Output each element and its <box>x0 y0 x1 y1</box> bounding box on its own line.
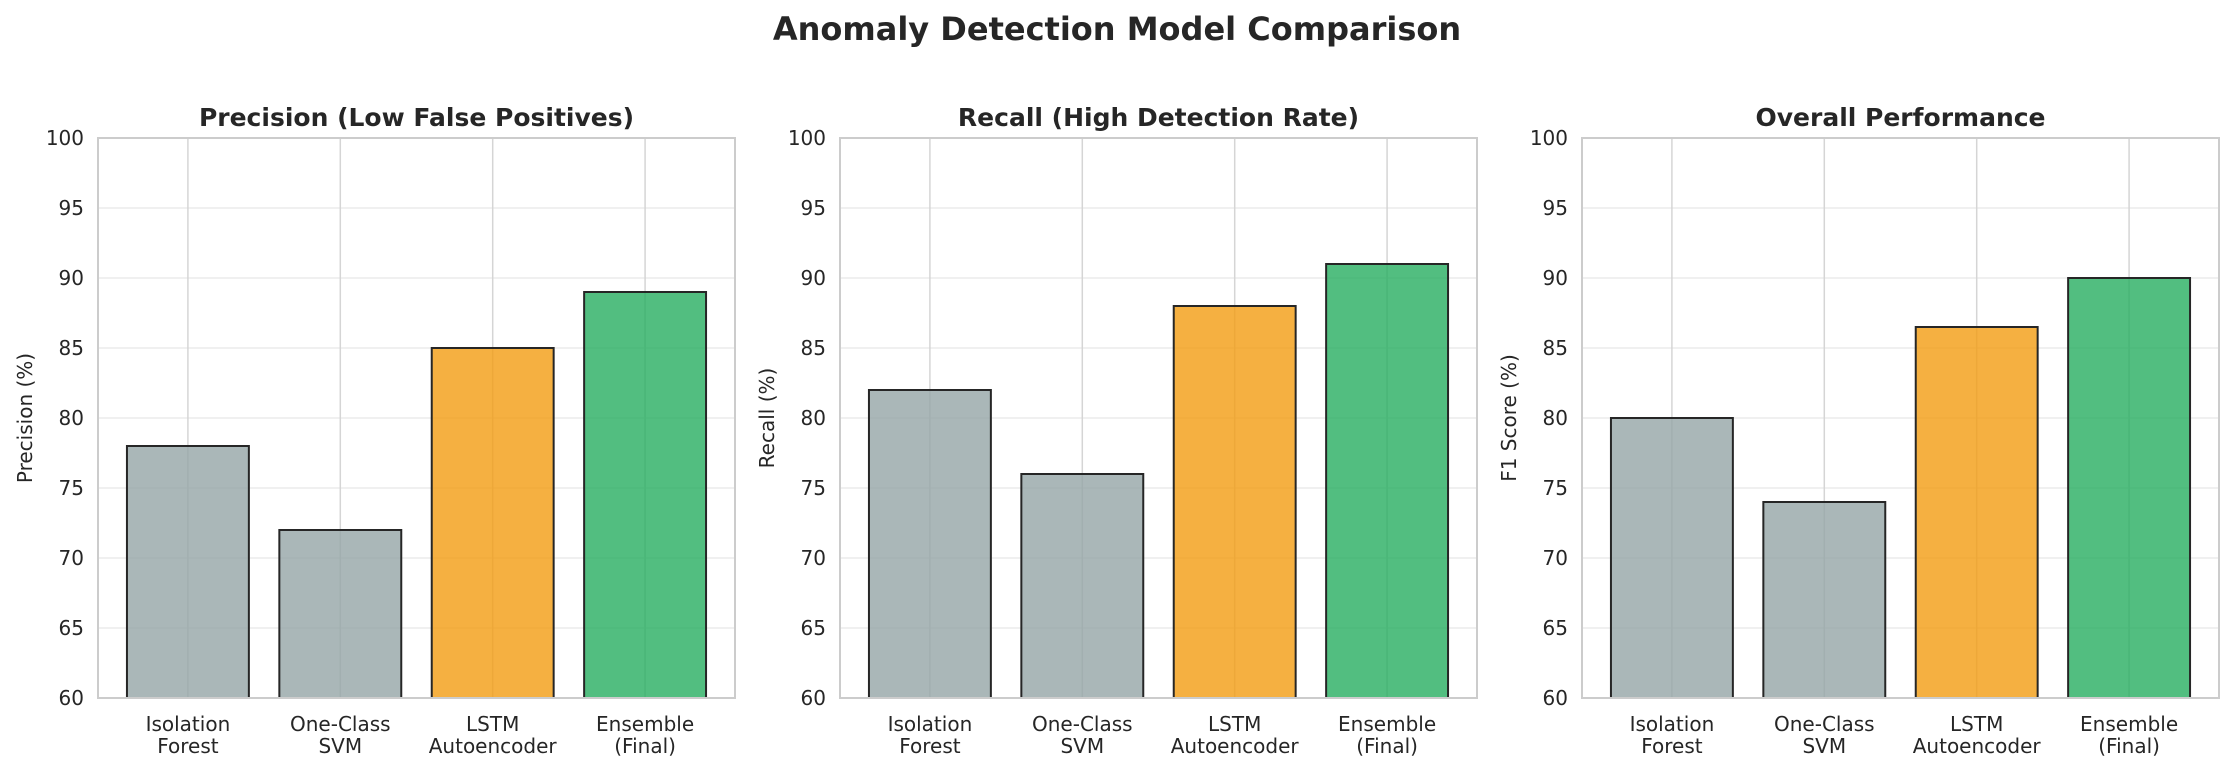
y-axis-label: Recall (%) <box>755 368 779 469</box>
subplot-title: Recall (High Detection Rate) <box>958 103 1359 132</box>
figure-title: Anomaly Detection Model Comparison <box>773 10 1461 48</box>
x-tick-label: Isolation Forest <box>146 712 231 758</box>
bar <box>1914 326 2039 699</box>
subplot-1: 60 65 70 75 80 85 90 95 100 Isolation Forest One-Cl… <box>13 103 736 758</box>
bar <box>1020 473 1145 699</box>
bar <box>278 529 403 699</box>
subplot-title: Overall Performance <box>1755 103 2045 132</box>
x-tick-label-line: Isolation <box>888 712 973 736</box>
axes-frame <box>97 137 736 699</box>
x-tick-label-line: Autoencoder <box>429 734 558 758</box>
subplot-title: Precision (Low False Positives) <box>199 103 634 132</box>
y-tick-label: 60 <box>801 686 826 710</box>
y-tick-label: 95 <box>1543 196 1568 220</box>
x-tick-label-line: SVM <box>318 734 362 758</box>
y-axis-label: Precision (%) <box>13 353 37 483</box>
x-tick-label-line: One-Class <box>1774 712 1875 736</box>
x-tick-label-line: (Final) <box>614 734 676 758</box>
y-tick-label: 70 <box>1543 546 1568 570</box>
y-tick-label: 80 <box>1543 406 1568 430</box>
x-tick-label-line: Ensemble <box>2080 712 2178 736</box>
bar <box>1609 417 1734 699</box>
y-tick-label: 100 <box>1530 126 1568 150</box>
y-tick-label: 60 <box>59 686 84 710</box>
axes-frame <box>1581 137 2220 699</box>
y-tick-label: 95 <box>801 196 826 220</box>
subplot-3: 60 65 70 75 80 85 90 95 100 Isolation Forest One-Cl… <box>1497 103 2220 758</box>
y-tick-label: 60 <box>1543 686 1568 710</box>
x-tick-label: One-Class SVM <box>1032 712 1133 758</box>
x-tick-label-line: Isolation <box>1630 712 1715 736</box>
x-tick-label-line: Forest <box>899 734 961 758</box>
x-tick-label-line: LSTM <box>466 712 519 736</box>
x-tick-label-line: Ensemble <box>596 712 694 736</box>
y-tick-label: 70 <box>59 546 84 570</box>
y-tick-label: 75 <box>59 476 84 500</box>
x-tick-label-line: Forest <box>157 734 219 758</box>
bar <box>125 445 250 699</box>
x-tick-label: LSTM Autoencoder <box>1913 712 2042 758</box>
x-tick-label: LSTM Autoencoder <box>429 712 558 758</box>
y-tick-label: 65 <box>801 616 826 640</box>
y-tick-label: 90 <box>1543 266 1568 290</box>
axes-frame <box>839 137 1478 699</box>
x-tick-label-line: (Final) <box>1356 734 1418 758</box>
x-tick-label-line: SVM <box>1060 734 1104 758</box>
x-tick-label-line: Autoencoder <box>1171 734 1300 758</box>
y-tick-label: 75 <box>801 476 826 500</box>
bar <box>1325 263 1450 699</box>
x-tick-label: Isolation Forest <box>1630 712 1715 758</box>
y-tick-label: 80 <box>801 406 826 430</box>
bar <box>1762 501 1887 699</box>
y-tick-label: 100 <box>788 126 826 150</box>
x-tick-label: Ensemble (Final) <box>596 712 694 758</box>
x-tick-label-line: Isolation <box>146 712 231 736</box>
x-tick-label-line: Forest <box>1641 734 1703 758</box>
x-tick-label: Ensemble (Final) <box>1338 712 1436 758</box>
x-tick-label: Isolation Forest <box>888 712 973 758</box>
bar <box>1172 305 1297 699</box>
x-tick-label: LSTM Autoencoder <box>1171 712 1300 758</box>
y-tick-label: 85 <box>59 336 84 360</box>
x-tick-label-line: One-Class <box>290 712 391 736</box>
x-tick-label-line: Ensemble <box>1338 712 1436 736</box>
y-tick-label: 85 <box>1543 336 1568 360</box>
x-tick-label: Ensemble (Final) <box>2080 712 2178 758</box>
y-tick-label: 90 <box>59 266 84 290</box>
bar <box>430 347 555 699</box>
x-tick-label: One-Class SVM <box>1774 712 1875 758</box>
x-tick-label: One-Class SVM <box>290 712 391 758</box>
x-tick-label-line: One-Class <box>1032 712 1133 736</box>
y-tick-label: 65 <box>1543 616 1568 640</box>
x-tick-label-line: (Final) <box>2098 734 2160 758</box>
x-tick-label-line: LSTM <box>1208 712 1261 736</box>
bar <box>583 291 708 699</box>
y-axis-label: F1 Score (%) <box>1497 354 1521 482</box>
y-tick-label: 80 <box>59 406 84 430</box>
y-tick-label: 75 <box>1543 476 1568 500</box>
y-tick-label: 100 <box>46 126 84 150</box>
y-tick-label: 85 <box>801 336 826 360</box>
y-tick-label: 70 <box>801 546 826 570</box>
bar <box>867 389 992 699</box>
y-tick-label: 95 <box>59 196 84 220</box>
x-tick-label-line: LSTM <box>1950 712 2003 736</box>
x-tick-label-line: Autoencoder <box>1913 734 2042 758</box>
subplot-2: 60 65 70 75 80 85 90 95 100 Isolation Forest One-Cl… <box>755 103 1478 758</box>
x-tick-label-line: SVM <box>1802 734 1846 758</box>
y-tick-label: 65 <box>59 616 84 640</box>
bar <box>2067 277 2192 699</box>
y-tick-label: 90 <box>801 266 826 290</box>
